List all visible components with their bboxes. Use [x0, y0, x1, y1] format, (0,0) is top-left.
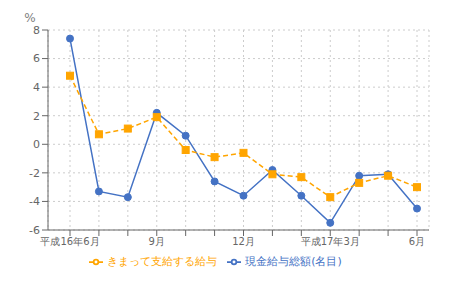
- svg-text:6月: 6月: [409, 236, 425, 247]
- svg-text:12月: 12月: [232, 236, 255, 247]
- svg-text:-6: -6: [29, 224, 40, 237]
- svg-text:-4: -4: [29, 195, 40, 208]
- svg-text:-2: -2: [29, 167, 40, 180]
- svg-text:4: 4: [33, 81, 40, 94]
- svg-text:%: %: [24, 11, 35, 25]
- html-text:きまって支給する給与: きまって支給する給与: [107, 255, 218, 268]
- svg-text:2: 2: [33, 110, 40, 123]
- svg-text:平成16年6月: 平成16年6月: [40, 236, 99, 247]
- svg-text:0: 0: [33, 138, 40, 151]
- svg-text:8: 8: [33, 24, 40, 37]
- svg-text:平成17年3月: 平成17年3月: [301, 236, 360, 247]
- svg-text:6: 6: [33, 52, 40, 65]
- html-text:現金給与総額(名目): 現金給与総額(名目): [245, 255, 342, 268]
- svg-text:9月: 9月: [149, 236, 165, 247]
